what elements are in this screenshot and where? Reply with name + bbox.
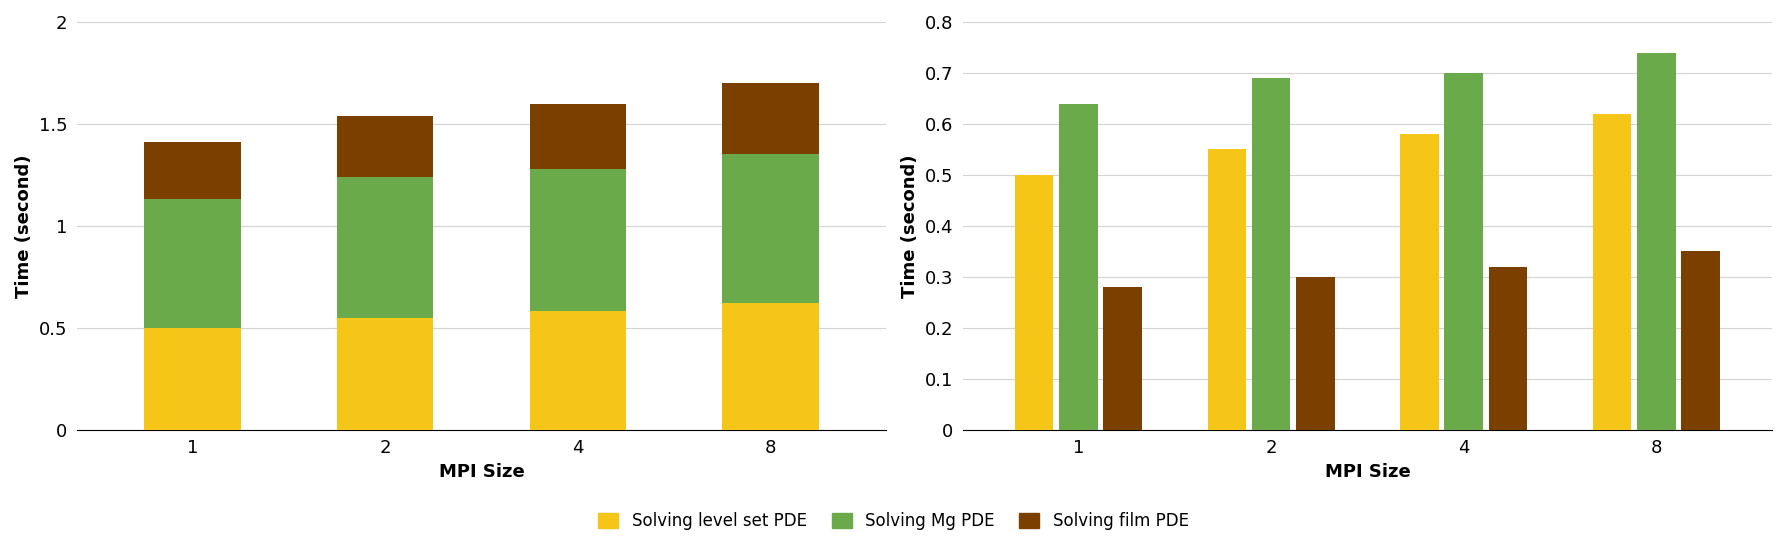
Bar xyxy=(722,83,818,154)
Legend: Solving level set PDE, Solving Mg PDE, Solving film PDE: Solving level set PDE, Solving Mg PDE, S… xyxy=(591,506,1196,537)
Bar xyxy=(1637,52,1676,430)
Bar xyxy=(338,177,432,317)
Bar xyxy=(1592,114,1632,430)
X-axis label: MPI Size: MPI Size xyxy=(438,463,524,481)
Bar xyxy=(1060,104,1097,430)
Bar xyxy=(529,169,625,311)
Bar xyxy=(1104,287,1142,430)
Bar xyxy=(145,328,241,430)
Bar xyxy=(1401,134,1439,430)
Bar xyxy=(1253,78,1290,430)
Bar xyxy=(145,142,241,199)
Bar xyxy=(722,303,818,430)
Bar xyxy=(1489,267,1528,430)
Bar xyxy=(1296,277,1335,430)
Bar xyxy=(1444,73,1483,430)
Y-axis label: Time (second): Time (second) xyxy=(14,154,32,298)
Bar xyxy=(338,116,432,177)
Bar xyxy=(722,154,818,303)
Bar xyxy=(145,199,241,328)
Bar xyxy=(1682,251,1719,430)
Bar xyxy=(529,311,625,430)
Bar xyxy=(1208,149,1246,430)
Bar xyxy=(1015,175,1053,430)
Bar xyxy=(529,104,625,169)
X-axis label: MPI Size: MPI Size xyxy=(1324,463,1410,481)
Y-axis label: Time (second): Time (second) xyxy=(901,154,919,298)
Bar xyxy=(338,317,432,430)
